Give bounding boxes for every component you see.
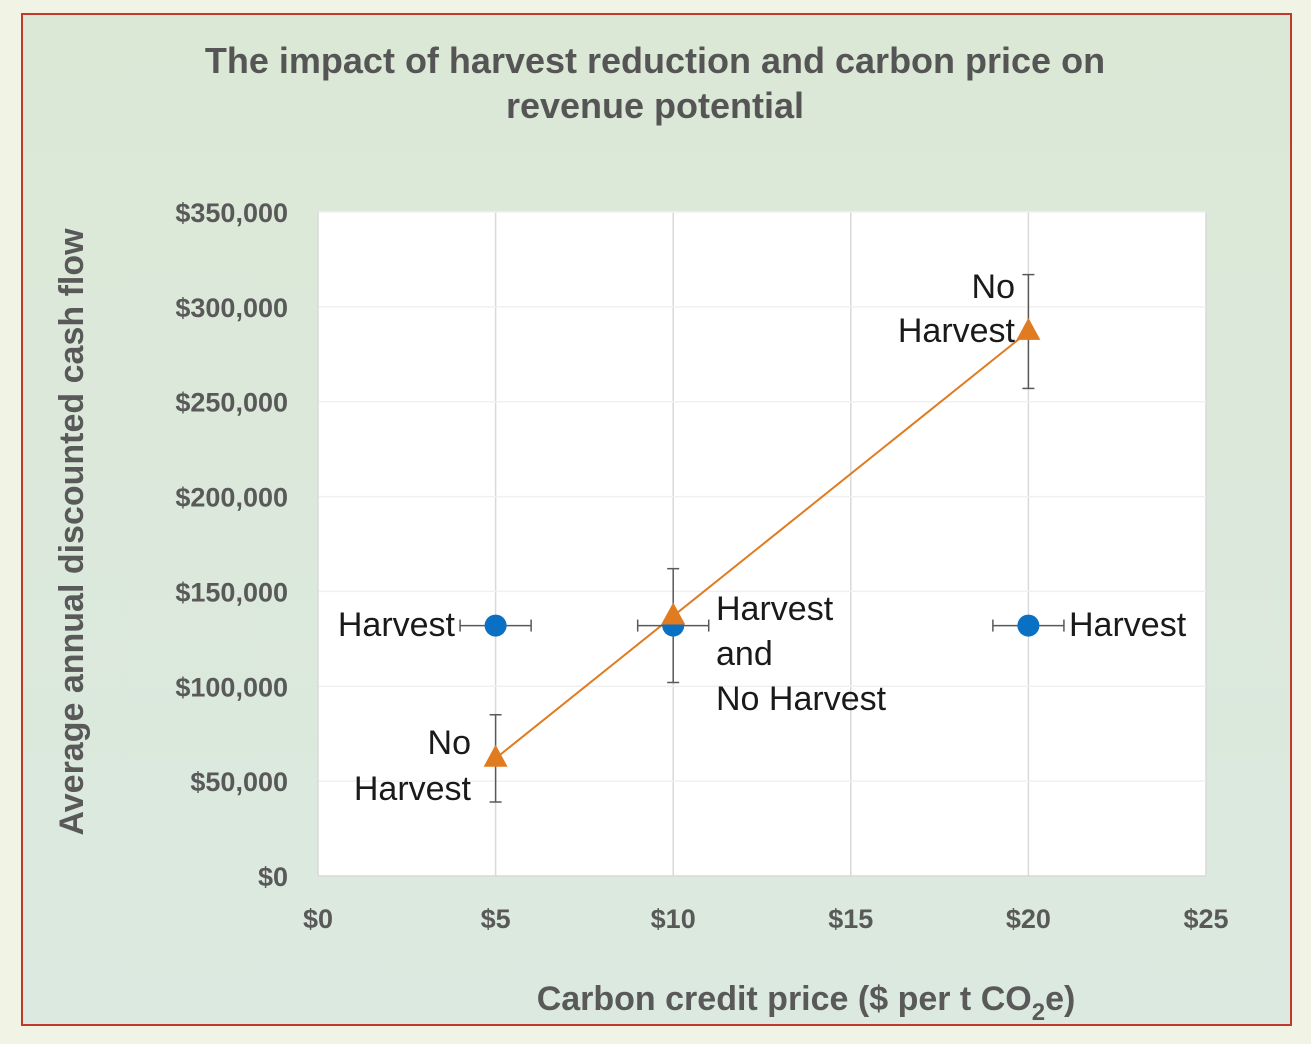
x-axis-title-tail: e) bbox=[1045, 980, 1075, 1018]
y-tick-label: $0 bbox=[258, 862, 288, 892]
x-tick-label: $10 bbox=[651, 904, 696, 934]
x-tick-label: $25 bbox=[1183, 904, 1228, 934]
label-both-10-line-1: Harvest bbox=[716, 590, 834, 628]
chart-title-line-1: The impact of harvest reduction and carb… bbox=[205, 40, 1105, 81]
x-tick-label: $15 bbox=[828, 904, 873, 934]
x-axis-title: Carbon credit price ($ per t CO2e) bbox=[537, 980, 1076, 1026]
label-harvest-5: Harvest bbox=[338, 606, 456, 644]
x-tick-label: $20 bbox=[1006, 904, 1051, 934]
gridlines bbox=[318, 211, 1207, 876]
y-tick-label: $300,000 bbox=[175, 293, 288, 323]
y-tick-label: $200,000 bbox=[175, 483, 288, 513]
y-tick-labels: $0 $50,000 $100,000 $150,000 $200,000 $250,00… bbox=[175, 198, 288, 892]
x-tick-labels: $0 $5 $10 $15 $20 $25 bbox=[303, 904, 1229, 934]
label-harvest-20: Harvest bbox=[1069, 606, 1187, 644]
y-tick-label: $100,000 bbox=[175, 672, 288, 702]
axes bbox=[317, 212, 1206, 877]
no-harvest-point bbox=[1016, 317, 1041, 340]
y-tick-label: $150,000 bbox=[175, 577, 288, 607]
label-both-10-line-2: and bbox=[716, 635, 773, 673]
label-both-10-line-3: No Harvest bbox=[716, 680, 887, 718]
y-tick-label: $50,000 bbox=[190, 767, 288, 797]
harvest-point bbox=[484, 614, 507, 637]
series-layer bbox=[459, 273, 1065, 803]
x-axis-title-subscript: 2 bbox=[1032, 999, 1045, 1026]
x-axis-title-main: Carbon credit price ($ per t CO bbox=[537, 980, 1032, 1018]
chart-title-line-2: revenue potential bbox=[506, 85, 804, 126]
y-tick-label: $250,000 bbox=[175, 388, 288, 418]
x-tick-label: $5 bbox=[481, 904, 511, 934]
no-harvest-point bbox=[483, 744, 508, 767]
y-tick-label: $350,000 bbox=[175, 198, 288, 228]
label-noharvest-5-line-2: Harvest bbox=[354, 770, 472, 808]
no-harvest-point bbox=[661, 602, 686, 625]
label-noharvest-20-line-1: No bbox=[972, 268, 1015, 306]
point-labels: Harvest Harvest and No Harvest Harvest N… bbox=[338, 268, 1187, 808]
x-tick-label: $0 bbox=[303, 904, 333, 934]
label-noharvest-5-line-1: No bbox=[428, 724, 471, 762]
harvest-point bbox=[1017, 614, 1040, 637]
y-axis-title: Average annual discounted cash flow bbox=[53, 228, 91, 836]
label-noharvest-20-line-2: Harvest bbox=[898, 312, 1016, 350]
